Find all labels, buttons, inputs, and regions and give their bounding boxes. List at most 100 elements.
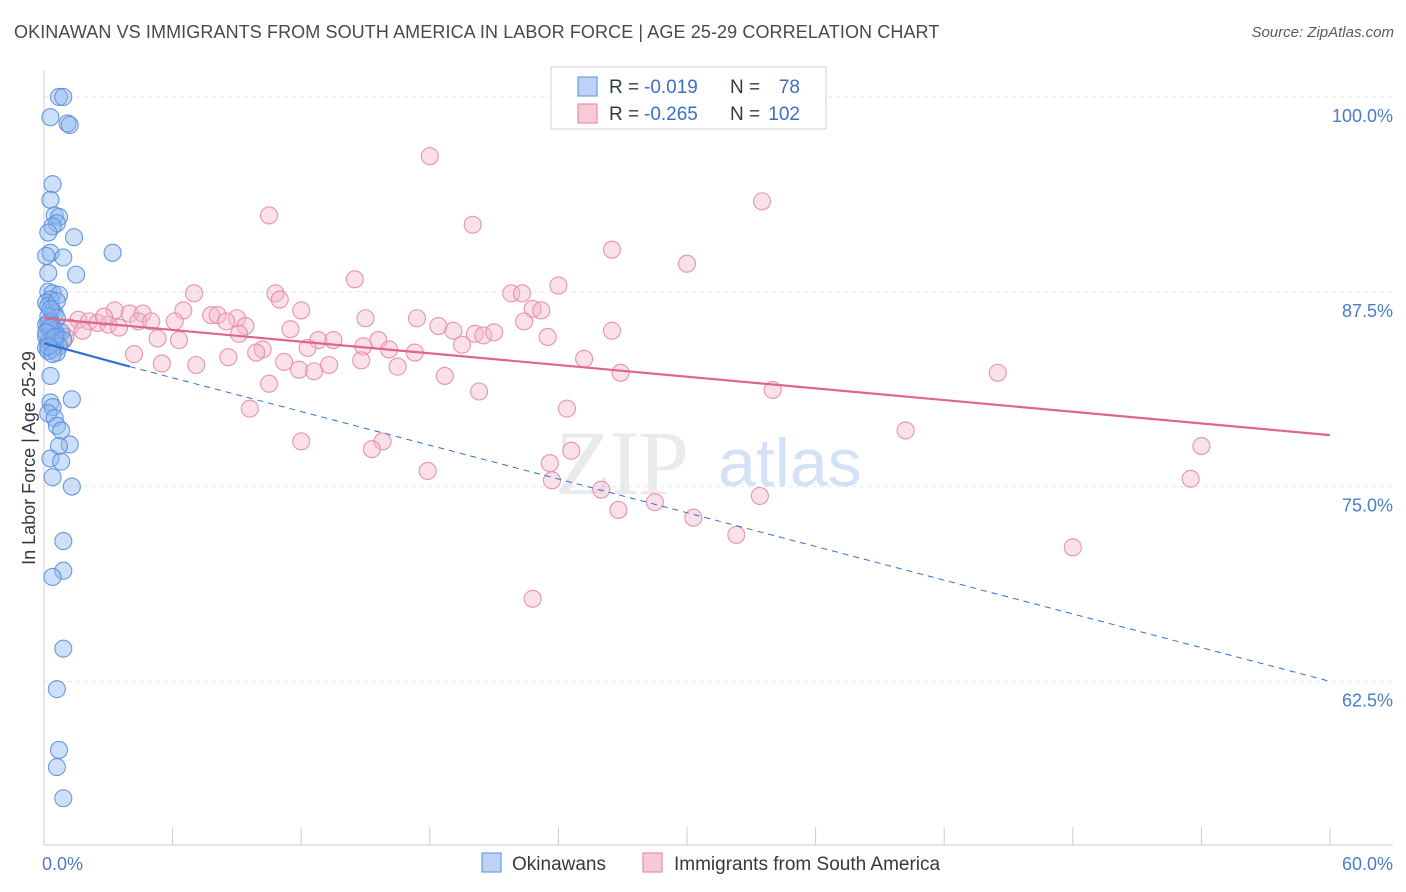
source-credit: Source: ZipAtlas.com [1251,24,1394,41]
y-tick-label: 62.5% [1342,690,1393,710]
immigrants-point [388,357,407,376]
immigrants-point [124,345,144,364]
immigrants-point [292,432,311,451]
okinawans-point [62,477,81,496]
okinawans-point [37,246,56,265]
okinawans-point [43,567,62,587]
immigrants-point [148,329,167,348]
immigrants-point [592,480,611,499]
okinawans-point [54,789,73,808]
okinawans-point [41,366,60,385]
immigrants-point [538,327,557,347]
x-tick-label-max: 60.0% [1342,854,1393,874]
bottom-legend-label-okinawans: Okinawans [512,854,606,875]
okinawans-point [60,115,79,135]
immigrants-point [290,360,309,379]
immigrants-point [502,284,521,303]
immigrants-point [109,318,129,337]
immigrants-point [1181,469,1200,488]
immigrants-point [677,254,697,273]
immigrants-point [217,312,236,331]
zipatlas-watermark: ZIP atlas [555,412,862,514]
okinawans-point [43,175,62,194]
bottom-legend-swatch-immigrants [642,852,663,873]
immigrants-point [270,290,289,309]
immigrants-point [523,589,542,608]
okinawans-point [54,87,73,107]
okinawans-point [54,248,73,267]
y-axis-title: In Labor Force | Age 25-29 [19,351,39,565]
immigrants-point [362,440,381,459]
immigrants-point [275,352,294,371]
okinawans-point [47,680,66,699]
immigrants-point [474,326,493,345]
immigrants-point [429,316,448,336]
y-tick-label: 100.0% [1332,106,1393,126]
immigrants-point [562,441,581,460]
immigrants-point [542,471,562,490]
okinawans-point [49,740,69,759]
bottom-legend-label-immigrants: Immigrants from South America [674,854,941,875]
okinawans-point [41,108,60,127]
immigrants-point [435,366,454,385]
immigrants-point [549,276,568,295]
immigrants-point [452,335,472,354]
bottom-legend-swatch-okinawans [481,852,502,873]
okinawans-point [37,323,56,342]
okinawans-point [49,87,69,107]
immigrants-point [356,309,375,328]
series-legend: Okinawans Immigrants from South America [481,852,941,875]
legend-swatch-immigrants [577,103,598,124]
immigrants-point [407,309,426,328]
immigrants-point [352,351,371,370]
immigrants-point [320,355,339,375]
immigrants-point [418,461,437,481]
immigrants-point [988,363,1007,382]
immigrants-point [169,331,189,350]
immigrants-point [187,355,206,375]
legend-r-label-2: R = [609,104,639,125]
okinawans-point [49,436,69,456]
immigrants-point [752,192,772,211]
immigrants-point [142,312,161,331]
okinawans-point [41,190,60,209]
chart-title: OKINAWAN VS IMMIGRANTS FROM SOUTH AMERIC… [14,22,940,42]
immigrants-point [645,493,664,512]
legend-n-label-2: N = [730,104,760,125]
immigrants-point [229,324,249,343]
immigrants-point [219,348,238,367]
immigrants-point [485,323,504,342]
okinawans-point [52,452,71,471]
trend-lines [43,317,1331,682]
legend-n-value-1: 78 [779,77,800,98]
axes [43,70,1393,846]
okinawans-point [54,561,73,580]
immigrants-point [73,321,92,340]
okinawans-point [39,404,58,423]
immigrants-point [602,240,622,259]
legend-r-label-1: R = [609,77,639,98]
immigrants-point [259,206,279,225]
okinawans-point [103,243,122,262]
okinawans-point [54,639,73,658]
immigrants-point [557,399,577,418]
y-tick-label: 75.0% [1342,496,1393,516]
y-tick-label: 87.5% [1342,301,1393,321]
immigrants-point [602,321,622,340]
immigrants-point [305,362,324,381]
immigrants-point [94,307,114,326]
immigrants-point [259,374,279,393]
immigrants-point [575,349,594,368]
immigrants-point [345,270,364,289]
immigrants-point [750,486,769,505]
immigrants-point [532,301,551,320]
immigrants-point [1192,436,1211,456]
immigrants-point [540,454,559,473]
immigrants-point [1063,538,1082,557]
okinawans-trend-line [43,342,131,368]
immigrants-point [727,525,746,544]
okinawans-point [39,223,58,242]
immigrants-point [420,147,439,166]
immigrants-trend-line [43,317,1331,437]
immigrants-point [281,320,300,339]
